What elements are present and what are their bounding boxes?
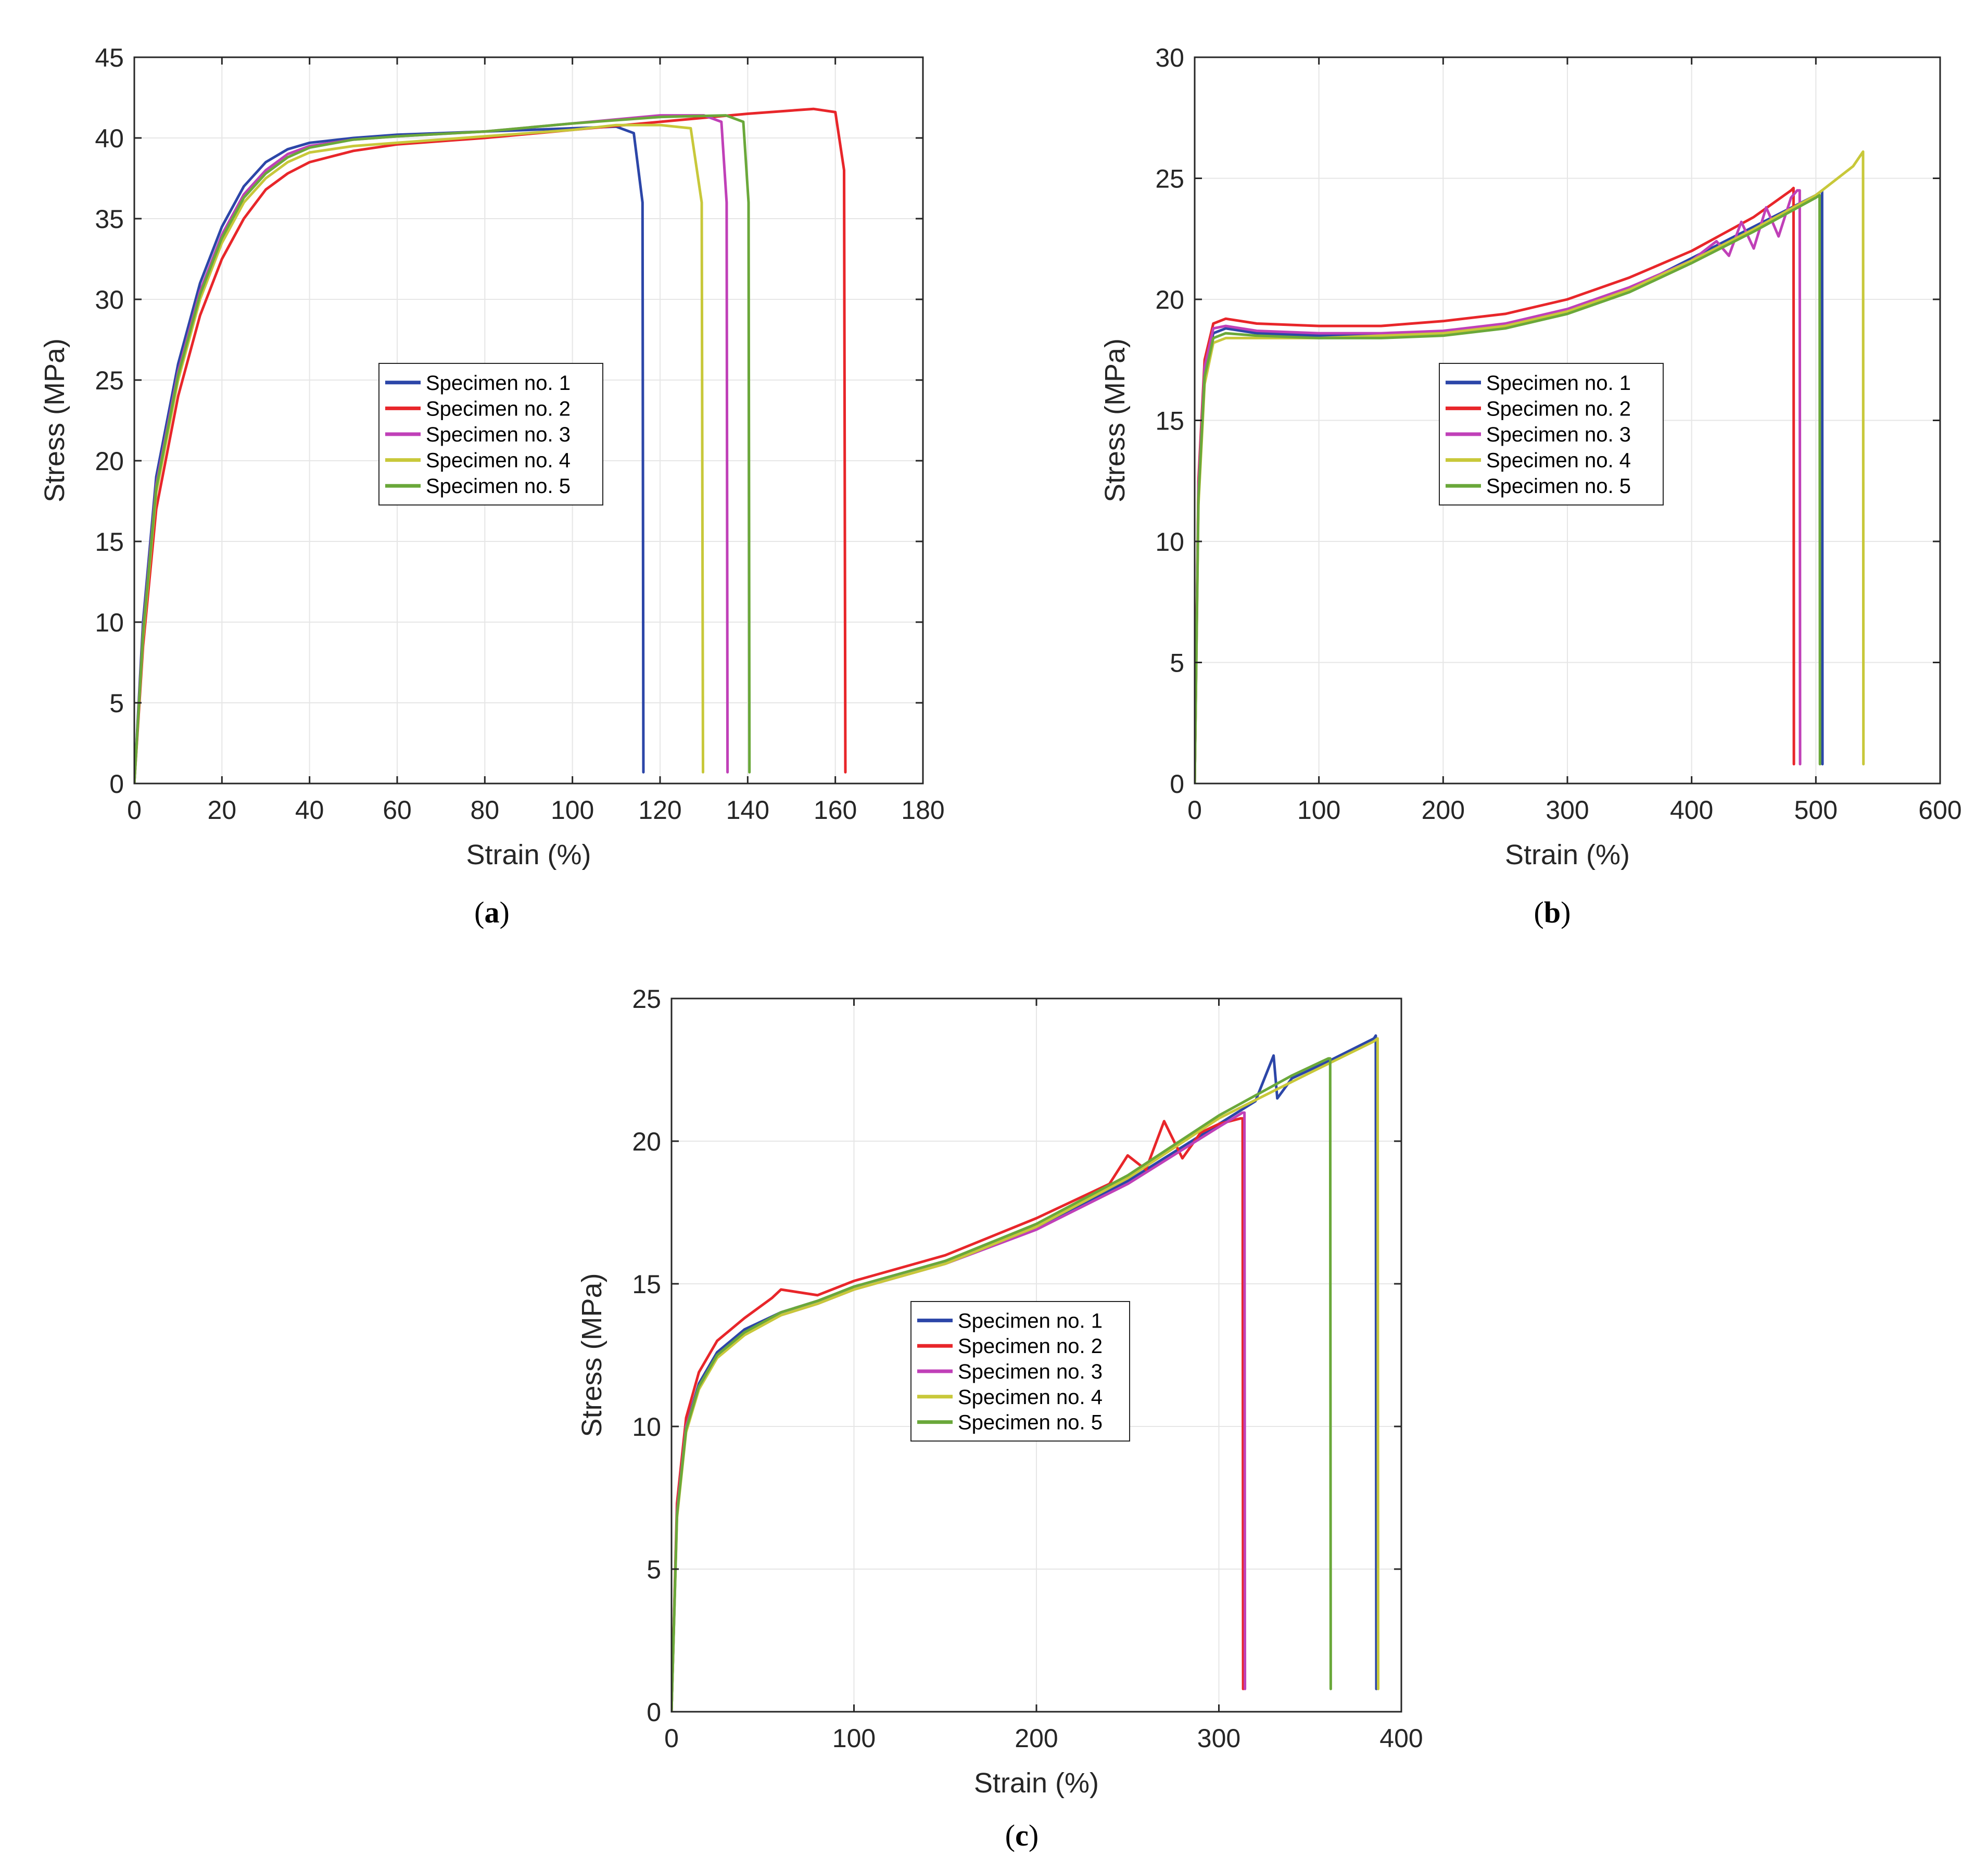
- x-tick-label: 0: [664, 1724, 679, 1753]
- legend-label: Specimen no. 4: [1486, 449, 1631, 472]
- y-tick-label: 40: [95, 124, 124, 153]
- chart-panel-b: 0 100 200 300 400 500 600 0 5 10 15 20 25 30 Strain (%…: [1099, 43, 1962, 870]
- y-tick-label: 0: [647, 1698, 661, 1727]
- x-tick-label: 160: [814, 795, 857, 825]
- caption-c: (c): [1005, 1818, 1039, 1852]
- y-tick-label: 10: [95, 608, 124, 637]
- legend-label: Specimen no. 4: [958, 1386, 1103, 1409]
- series-line-1: [134, 125, 645, 784]
- series-line-5: [134, 114, 751, 784]
- y-tick-label: 15: [95, 527, 124, 557]
- y-tick-label: 0: [109, 769, 124, 799]
- y-tick-label: 20: [632, 1127, 661, 1156]
- y-tick-label: 15: [1155, 407, 1184, 436]
- legend-label: Specimen no. 2: [426, 397, 571, 420]
- series-line-2: [672, 1117, 1245, 1712]
- x-tick-label: 140: [726, 795, 769, 825]
- legend-label: Specimen no. 5: [1486, 475, 1631, 498]
- y-tick-label: 25: [1155, 165, 1184, 194]
- series-line-3: [1195, 189, 1802, 784]
- caption-a: (a): [474, 895, 510, 929]
- legend-label: Specimen no. 3: [426, 423, 571, 446]
- plot-frame: [133, 56, 924, 785]
- y-tick-label: 30: [1155, 43, 1184, 72]
- y-tick-label: 35: [95, 205, 124, 234]
- x-axis-label: Strain (%): [466, 839, 591, 870]
- y-tick-label: 30: [95, 285, 124, 314]
- y-tick-label: 10: [1155, 527, 1184, 557]
- legend-box: [1439, 363, 1664, 506]
- x-tick-label: 60: [383, 795, 412, 825]
- series-group: [134, 107, 847, 784]
- legend-label: Specimen no. 3: [1486, 423, 1631, 446]
- x-tick-label: 180: [901, 795, 944, 825]
- x-tick-label: 300: [1546, 795, 1589, 825]
- x-tick-label: 400: [1670, 795, 1713, 825]
- x-tick-label: 200: [1015, 1724, 1058, 1753]
- x-tick-label: 100: [832, 1724, 876, 1753]
- y-axis-label: Stress (MPa): [1099, 338, 1131, 502]
- x-tick-label: 500: [1794, 795, 1838, 825]
- caption-b: (b): [1534, 895, 1571, 929]
- legend-label: Specimen no. 3: [958, 1360, 1103, 1383]
- y-tick-label: 15: [632, 1270, 661, 1299]
- legend-label: Specimen no. 2: [958, 1335, 1103, 1358]
- x-axis-label: Strain (%): [1505, 839, 1630, 870]
- y-tick-label: 20: [1155, 285, 1184, 314]
- x-tick-label: 200: [1422, 795, 1465, 825]
- x-tick-label: 0: [127, 795, 142, 825]
- legend-label: Specimen no. 1: [1486, 372, 1631, 395]
- legend-label: Specimen no. 5: [958, 1411, 1103, 1434]
- series-line-5: [672, 1057, 1332, 1712]
- legend-label: Specimen no. 1: [426, 372, 571, 395]
- legend-label: Specimen no. 1: [958, 1309, 1103, 1332]
- x-tick-label: 0: [1187, 795, 1202, 825]
- chart-panel-a: 0 20 40 60 80 100 120 140 160 180 0 5 10 15 20 25 30 35 40…: [39, 43, 945, 870]
- y-tick-label: 5: [109, 689, 124, 718]
- y-tick-label: 0: [1170, 769, 1184, 799]
- legend-label: Specimen no. 5: [426, 475, 571, 498]
- y-tick-label: 25: [95, 366, 124, 395]
- x-tick-label: 100: [1297, 795, 1340, 825]
- legend-label: Specimen no. 2: [1486, 397, 1631, 420]
- x-tick-label: 400: [1379, 1724, 1423, 1753]
- x-tick-label: 80: [471, 795, 500, 825]
- chart-panel-c: 0 100 200 300 400 0 5 10 15 20 25 Strain (%) Stress …: [576, 984, 1423, 1799]
- x-axis-label: Strain (%): [974, 1767, 1099, 1799]
- series-line-2: [134, 107, 847, 784]
- legend-label: Specimen no. 4: [426, 449, 571, 472]
- y-tick-label: 45: [95, 43, 124, 72]
- series-line-5: [1195, 194, 1821, 784]
- y-tick-label: 5: [1170, 649, 1184, 678]
- x-tick-label: 120: [638, 795, 681, 825]
- y-tick-label: 20: [95, 447, 124, 476]
- series-group: [1195, 150, 1865, 784]
- y-axis-label: Stress (MPa): [39, 338, 70, 502]
- y-axis-label: Stress (MPa): [576, 1273, 607, 1437]
- series-group: [672, 1034, 1379, 1712]
- x-tick-label: 300: [1197, 1724, 1240, 1753]
- x-tick-label: 600: [1918, 795, 1961, 825]
- y-tick-label: 10: [632, 1412, 661, 1442]
- x-tick-label: 40: [295, 795, 324, 825]
- x-tick-label: 100: [551, 795, 594, 825]
- x-tick-label: 20: [208, 795, 237, 825]
- y-tick-label: 25: [632, 984, 661, 1014]
- y-tick-label: 5: [647, 1555, 661, 1584]
